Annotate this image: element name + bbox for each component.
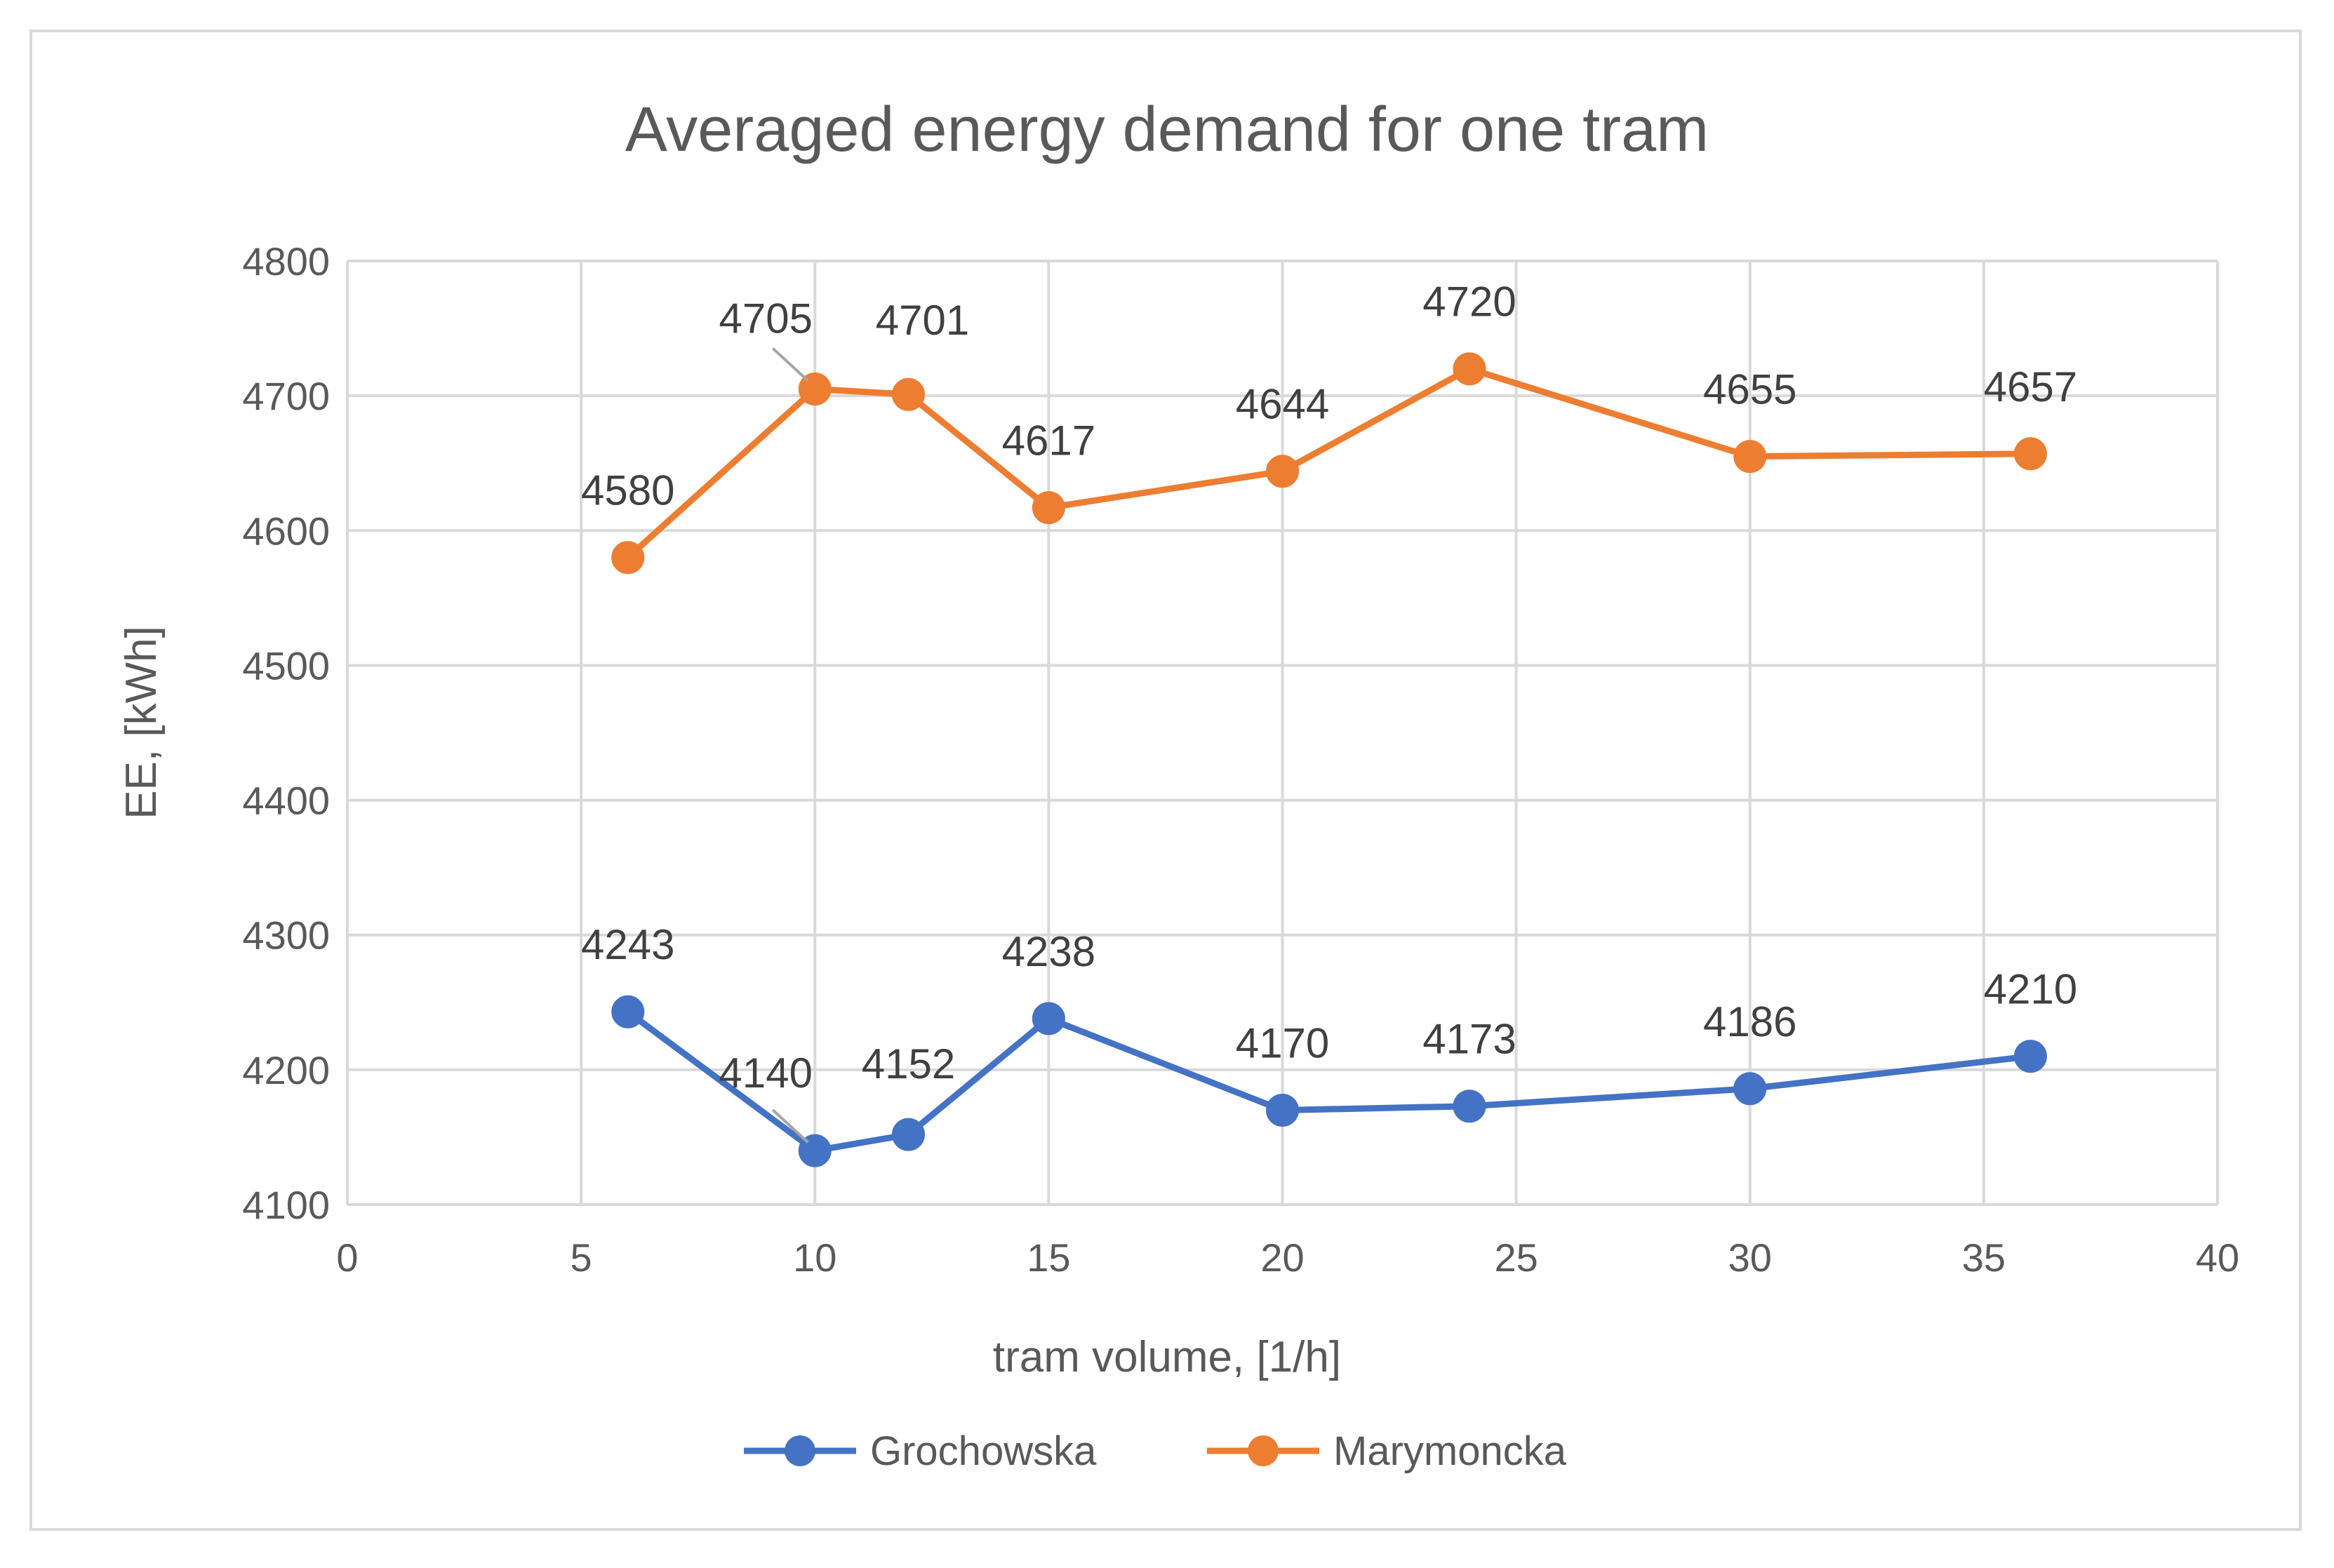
x-tick-label: 20	[1260, 1235, 1304, 1280]
data-label-grochowska: 4238	[1002, 928, 1095, 975]
x-tick-label: 40	[2196, 1235, 2239, 1280]
legend: Grochowska Marymoncka	[744, 1428, 1567, 1474]
data-label-marymoncka: 4580	[581, 467, 674, 514]
legend-marker-marymoncka	[1248, 1435, 1279, 1466]
y-tick-label: 4100	[242, 1183, 330, 1227]
y-tick-label: 4200	[242, 1048, 330, 1092]
x-tick-label: 0	[336, 1235, 358, 1280]
chart-frame	[29, 29, 2302, 1531]
data-point-marymoncka	[892, 377, 925, 411]
x-tick-label: 15	[1027, 1235, 1070, 1280]
data-point-grochowska	[1032, 1002, 1065, 1036]
data-point-marymoncka	[1453, 352, 1486, 386]
legend-marker-grochowska	[785, 1435, 815, 1466]
data-point-grochowska	[1733, 1072, 1767, 1106]
y-tick-label: 4700	[242, 374, 330, 418]
data-label-marymoncka: 4644	[1236, 381, 1329, 428]
axis-ticks: 4100 4200 4300 4400 4500 4600 4700 4800 0 5 10 15 20…	[242, 239, 2239, 1280]
data-point-grochowska	[2014, 1040, 2047, 1073]
y-tick-label: 4400	[242, 779, 330, 823]
data-point-marymoncka	[1032, 491, 1065, 525]
data-label-grochowska: 4173	[1422, 1016, 1516, 1063]
data-label-grochowska: 4170	[1236, 1020, 1329, 1067]
data-label-marymoncka: 4655	[1703, 366, 1796, 413]
y-tick-label: 4300	[242, 913, 330, 958]
data-point-grochowska	[611, 995, 645, 1028]
y-tick-label: 4800	[242, 239, 330, 283]
data-point-grochowska	[1453, 1090, 1486, 1123]
data-point-grochowska	[1266, 1094, 1299, 1127]
data-point-marymoncka	[1733, 440, 1767, 474]
leader-line	[771, 1108, 809, 1144]
data-label-marymoncka: 4720	[1422, 279, 1516, 326]
data-labels: 4243 4140 4152 4238 4170 4173 4186 4210 4580 4705…	[581, 279, 2077, 1144]
data-label-grochowska: 4140	[719, 1050, 813, 1097]
x-tick-label: 25	[1494, 1235, 1538, 1280]
x-tick-label: 5	[571, 1235, 592, 1280]
data-label-grochowska: 4152	[862, 1040, 955, 1087]
series-group	[611, 352, 2047, 1167]
data-label-marymoncka: 4657	[1984, 363, 2077, 410]
data-label-grochowska: 4243	[581, 921, 674, 968]
data-label-grochowska: 4210	[1984, 966, 2077, 1013]
gridlines	[346, 260, 2219, 1206]
x-axis-title: tram volume, [1/h]	[993, 1333, 1341, 1381]
data-point-marymoncka	[1266, 455, 1299, 488]
chart-title: Averaged energy demand for one tram	[625, 95, 1709, 165]
data-label-marymoncka: 4705	[719, 295, 813, 342]
legend-label-marymoncka: Marymoncka	[1333, 1428, 1567, 1474]
y-tick-label: 4500	[242, 643, 330, 688]
legend-label-grochowska: Grochowska	[870, 1428, 1097, 1474]
data-label-marymoncka: 4617	[1002, 417, 1095, 464]
leader-line	[771, 347, 809, 382]
y-tick-label: 4600	[242, 509, 330, 553]
x-tick-label: 35	[1962, 1235, 2006, 1280]
data-point-marymoncka	[2014, 437, 2047, 471]
x-tick-label: 30	[1728, 1235, 1772, 1280]
x-tick-label: 10	[793, 1235, 836, 1280]
data-label-grochowska: 4186	[1703, 998, 1796, 1045]
data-point-grochowska	[892, 1118, 925, 1151]
data-label-marymoncka: 4701	[876, 297, 969, 344]
data-point-marymoncka	[611, 541, 645, 575]
y-axis-title: EE, [kWh]	[117, 626, 166, 819]
